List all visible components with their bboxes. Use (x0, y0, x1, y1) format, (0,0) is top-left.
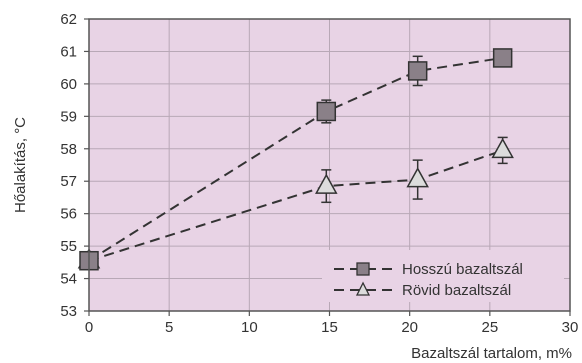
legend: Hosszú bazaltszál Rövid bazaltszál (322, 250, 564, 302)
data-point-triangle (491, 137, 514, 159)
y-axis-title: Hőalakítás, °C (12, 117, 29, 213)
y-tick-label: 55 (60, 238, 77, 255)
data-point-square (316, 101, 337, 122)
x-tick-label: 15 (321, 319, 338, 336)
x-tick-label: 10 (241, 319, 258, 336)
x-tick-label: 20 (401, 319, 418, 336)
data-point-square (492, 48, 513, 68)
y-tick-label: 61 (60, 43, 77, 60)
x-tick-label: 0 (85, 319, 93, 336)
data-point-square (407, 61, 428, 81)
legend-triangle-marker (355, 281, 371, 296)
y-tick-label: 54 (60, 271, 77, 288)
series-layer (77, 48, 514, 271)
y-tick-label: 62 (60, 11, 77, 28)
y-tick-label: 60 (60, 76, 77, 93)
series-line-square (88, 56, 503, 262)
data-point-triangle (406, 167, 429, 188)
x-tick-label: 5 (165, 319, 173, 336)
y-tick-label: 53 (60, 303, 77, 320)
x-tick-label: 25 (481, 319, 498, 336)
series-line-triangle (88, 149, 503, 262)
y-tick-label: 56 (60, 206, 77, 223)
x-axis-title: Bazaltszál tartalom, m% (411, 345, 572, 362)
data-point-triangle (315, 173, 338, 194)
legend-label: Hosszú bazaltszál (402, 261, 523, 278)
y-tick-label: 57 (60, 173, 77, 190)
x-tick-label: 30 (562, 319, 579, 336)
legend-square-marker (356, 262, 370, 276)
legend-entries: Hosszú bazaltszál Rövid bazaltszál (334, 261, 523, 299)
legend-label: Rövid bazaltszál (402, 282, 511, 299)
y-tick-label: 59 (60, 108, 77, 125)
axis-ticks: 0 5 10 15 20 25 30 53 54 55 56 57 58 59 60 61 62 (60, 11, 578, 336)
y-tick-label: 58 (60, 141, 77, 158)
